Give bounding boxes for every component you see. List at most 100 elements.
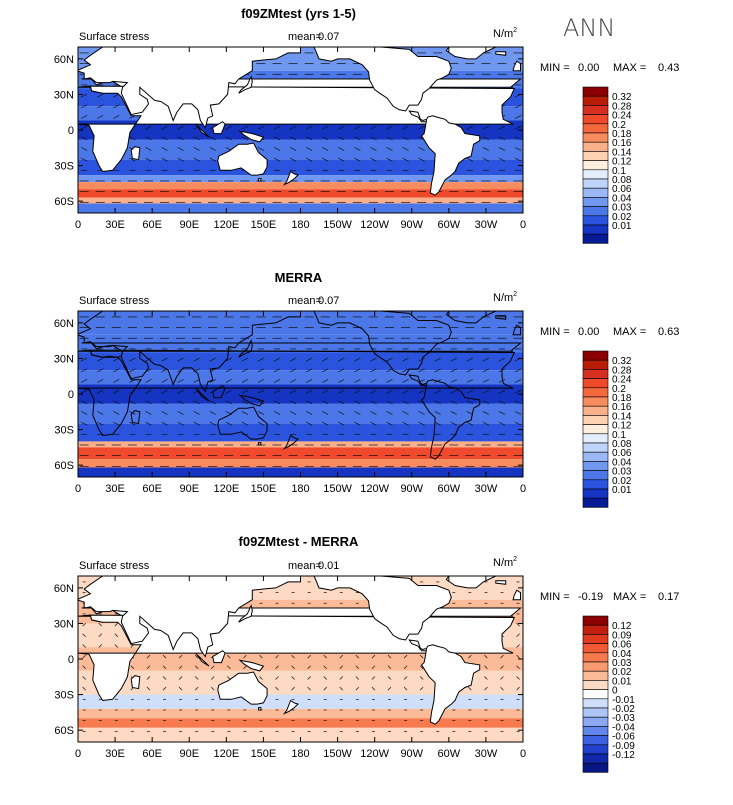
colorbar-box bbox=[582, 680, 609, 690]
y-tick-label: 0 bbox=[68, 389, 74, 401]
continent-outline bbox=[313, 47, 452, 112]
min-label: MIN = bbox=[540, 326, 570, 338]
continent-outline bbox=[130, 146, 141, 161]
units-superscript: 2 bbox=[513, 27, 517, 34]
colorbar-box bbox=[582, 753, 609, 764]
field-band bbox=[78, 718, 523, 728]
colorbar-box bbox=[582, 451, 609, 462]
colorbar-level: 0.08 bbox=[612, 175, 632, 186]
field-band bbox=[78, 311, 523, 335]
continent-outline bbox=[258, 178, 262, 182]
colorbar-box bbox=[582, 95, 609, 106]
field-band bbox=[78, 708, 523, 719]
colorbar-box bbox=[582, 415, 609, 425]
units-label: N/m2 bbox=[493, 291, 517, 304]
units-superscript: 2 bbox=[513, 556, 517, 563]
colorbar-level: 0.2 bbox=[612, 120, 626, 131]
colorbar-box bbox=[582, 197, 609, 207]
colorbar-box bbox=[582, 369, 609, 379]
x-tick-label: 30E bbox=[105, 748, 125, 760]
colorbar-box bbox=[582, 762, 609, 773]
colorbar-box bbox=[582, 744, 609, 755]
continent-outline bbox=[130, 675, 141, 690]
continent-outline bbox=[238, 339, 253, 358]
colorbar-level: 0.02 bbox=[612, 212, 632, 223]
season-label: ANN bbox=[563, 14, 616, 42]
variable-label: Surface stress bbox=[79, 560, 150, 572]
colorbar: 0.320.280.240.20.180.160.140.120.10.080.… bbox=[582, 350, 632, 508]
min-label: MIN = bbox=[540, 62, 570, 74]
field-band bbox=[78, 159, 523, 176]
continent-outline bbox=[445, 311, 497, 324]
y-tick-label: 0 bbox=[68, 125, 74, 137]
colorbar-box bbox=[582, 461, 609, 471]
max-label: MAX = bbox=[613, 591, 646, 603]
colorbar-box bbox=[582, 396, 609, 407]
colorbar-box bbox=[582, 105, 609, 115]
colorbar-level: 0.1 bbox=[612, 166, 626, 177]
colorbar-box bbox=[582, 206, 609, 217]
continent-outline bbox=[217, 142, 268, 176]
continent-outline bbox=[195, 387, 210, 402]
continent-outline bbox=[282, 434, 299, 450]
colorbar-level: 0.03 bbox=[612, 203, 632, 214]
max-label: MAX = bbox=[613, 62, 646, 74]
x-tick-label: 0 bbox=[75, 748, 81, 760]
continent-outline bbox=[212, 650, 226, 664]
continent-outline bbox=[420, 644, 481, 725]
colorbar-box bbox=[582, 661, 609, 672]
colorbar-box bbox=[582, 378, 609, 389]
stress-field bbox=[78, 311, 523, 477]
continent-outline bbox=[78, 349, 516, 437]
field-band bbox=[78, 441, 523, 448]
colorbar-level: 0.14 bbox=[612, 147, 632, 158]
continent-outline bbox=[495, 580, 507, 585]
continent-outline bbox=[195, 123, 210, 138]
min-value: 0.00 bbox=[578, 62, 599, 74]
colorbar-level: 0.28 bbox=[612, 101, 632, 112]
field-band bbox=[78, 352, 523, 371]
colorbar-box bbox=[582, 86, 609, 97]
colorbar-level: 0.01 bbox=[612, 676, 632, 687]
x-tick-label: 0 bbox=[75, 219, 81, 231]
colorbar-level: 0.02 bbox=[612, 667, 632, 678]
field-band bbox=[78, 403, 523, 424]
field-band bbox=[78, 175, 523, 183]
mean-label: mean= bbox=[288, 295, 322, 307]
x-tick-label: 90W bbox=[400, 748, 423, 760]
colorbar-level: 0.28 bbox=[612, 365, 632, 376]
continent-outline bbox=[282, 170, 299, 186]
colorbar-box bbox=[582, 387, 609, 398]
max-value: 0.43 bbox=[658, 62, 679, 74]
x-tick-label: 30E bbox=[105, 219, 125, 231]
colorbar-box bbox=[582, 442, 609, 453]
x-tick-label: 90E bbox=[179, 219, 199, 231]
continent-outline bbox=[78, 47, 301, 129]
colorbar-box bbox=[582, 615, 609, 626]
max-label: MAX = bbox=[613, 326, 646, 338]
y-tick-label: 0 bbox=[68, 654, 74, 666]
colorbar-level: 0 bbox=[612, 686, 618, 697]
colorbar-box bbox=[582, 233, 609, 244]
colorbar-box bbox=[582, 224, 609, 235]
x-tick-label: 30W bbox=[475, 219, 498, 231]
continent-outline bbox=[445, 47, 497, 60]
units-label: N/m2 bbox=[493, 27, 517, 40]
y-tick-label: 30N bbox=[54, 89, 74, 101]
colorbar-level: -0.03 bbox=[612, 713, 635, 724]
colorbar-level: 0.02 bbox=[612, 476, 632, 487]
colorbar-level: 0.03 bbox=[612, 467, 632, 478]
colorbar-level: 0.06 bbox=[612, 448, 632, 459]
mean-value: 0.07 bbox=[318, 295, 339, 307]
stress-vectors bbox=[79, 316, 523, 467]
x-tick-label: 150W bbox=[323, 748, 352, 760]
x-tick-label: 120W bbox=[360, 748, 389, 760]
max-value: 0.17 bbox=[658, 591, 679, 603]
colorbar-box bbox=[582, 433, 609, 444]
x-tick-label: 0 bbox=[520, 748, 526, 760]
mean-label: mean= bbox=[288, 560, 322, 572]
colorbar-box bbox=[582, 470, 609, 481]
continent-outline bbox=[313, 576, 452, 641]
colorbar-box bbox=[582, 698, 609, 709]
